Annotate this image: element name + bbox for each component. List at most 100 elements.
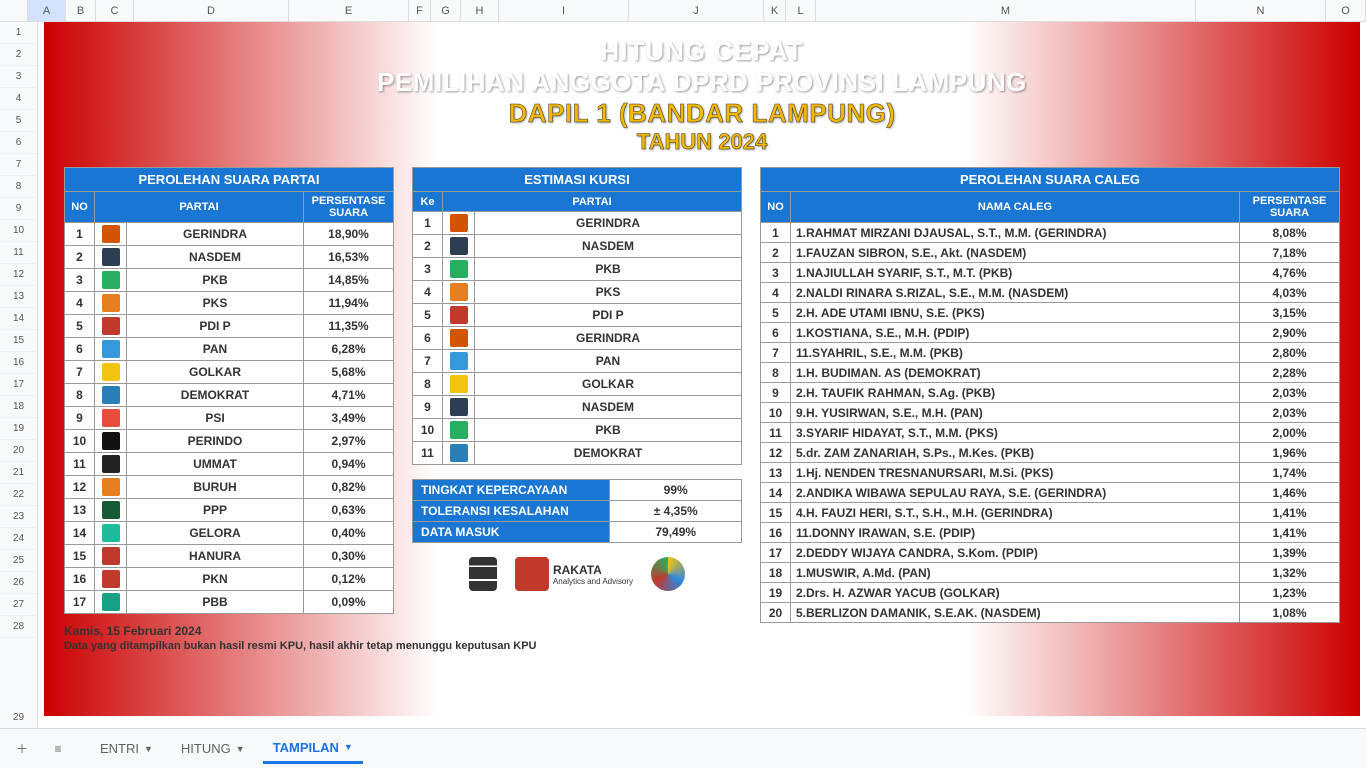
cell-name: 2.NALDI RINARA S.RIZAL, S.E., M.M. (NASD… xyxy=(791,283,1240,303)
column-header[interactable]: E xyxy=(289,0,409,21)
row-label[interactable]: 13 xyxy=(0,286,37,308)
canvas[interactable]: HITUNG CEPAT PEMILIHAN ANGGOTA DPRD PROV… xyxy=(44,22,1360,716)
cell-name: 4.H. FAUZI HERI, S.T., S.H., M.H. (GERIN… xyxy=(791,503,1240,523)
party-logo-icon xyxy=(450,306,468,324)
title-line4: TAHUN 2024 xyxy=(64,129,1340,155)
row-label[interactable]: 11 xyxy=(0,242,37,264)
row-label[interactable]: 12 xyxy=(0,264,37,286)
row-label[interactable]: 4 xyxy=(0,88,37,110)
row-label[interactable]: 7 xyxy=(0,154,37,176)
cell-pct: 0,12% xyxy=(304,568,394,591)
column-header[interactable]: N xyxy=(1196,0,1326,21)
column-header[interactable]: A xyxy=(28,0,66,21)
cell-name: 11.DONNY IRAWAN, S.E. (PDIP) xyxy=(791,523,1240,543)
column-header[interactable]: L xyxy=(786,0,816,21)
corner-cell[interactable] xyxy=(0,0,28,21)
party-logo-icon xyxy=(450,421,468,439)
column-header[interactable]: D xyxy=(134,0,289,21)
row-label[interactable]: 19 xyxy=(0,418,37,440)
column-header[interactable]: H xyxy=(461,0,499,21)
cell-no: 15 xyxy=(65,545,95,568)
cell-pct: 0,09% xyxy=(304,591,394,614)
cell-no: 14 xyxy=(761,483,791,503)
column-header[interactable]: J xyxy=(629,0,764,21)
row-label[interactable]: 10 xyxy=(0,220,37,242)
row-label[interactable]: 23 xyxy=(0,506,37,528)
stat-v2: ± 4,35% xyxy=(610,501,742,522)
cell-pct: 6,28% xyxy=(304,338,394,361)
row-label[interactable]: 18 xyxy=(0,396,37,418)
chevron-down-icon: ▼ xyxy=(144,744,153,754)
row-label[interactable]: 5 xyxy=(0,110,37,132)
cell-name: 2.H. TAUFIK RAHMAN, S.Ag. (PKB) xyxy=(791,383,1240,403)
sheet-tab[interactable]: ENTRI ▼ xyxy=(90,734,163,764)
table-row: 11DEMOKRAT xyxy=(413,442,742,465)
row-label[interactable]: 15 xyxy=(0,330,37,352)
row-label[interactable]: 29 xyxy=(0,638,37,728)
row-label[interactable]: 25 xyxy=(0,550,37,572)
row-label[interactable]: 14 xyxy=(0,308,37,330)
cell-pct: 0,40% xyxy=(304,522,394,545)
column-header[interactable]: F xyxy=(409,0,431,21)
cell-no: 11 xyxy=(65,453,95,476)
stat-v3: 79,49% xyxy=(610,522,742,543)
table-row: 181.MUSWIR, A.Md. (PAN)1,32% xyxy=(761,563,1340,583)
cell-name: PSI xyxy=(127,407,304,430)
column-header[interactable]: O xyxy=(1326,0,1366,21)
sheet-tab[interactable]: HITUNG ▼ xyxy=(171,734,255,764)
table-row: 11.RAHMAT MIRZANI DJAUSAL, S.T., M.M. (G… xyxy=(761,223,1340,243)
cell-no: 4 xyxy=(65,292,95,315)
row-label[interactable]: 6 xyxy=(0,132,37,154)
column-header[interactable]: G xyxy=(431,0,461,21)
cell-name: 1.RAHMAT MIRZANI DJAUSAL, S.T., M.M. (GE… xyxy=(791,223,1240,243)
row-label[interactable]: 27 xyxy=(0,594,37,616)
cell-pct: 1,32% xyxy=(1240,563,1340,583)
row-label[interactable]: 26 xyxy=(0,572,37,594)
title-line3: DAPIL 1 (BANDAR LAMPUNG) xyxy=(64,98,1340,129)
table-row: 7GOLKAR5,68% xyxy=(65,361,394,384)
table-row: 5PDI P11,35% xyxy=(65,315,394,338)
cell-name: PKS xyxy=(475,281,742,304)
add-sheet-button[interactable]: ＋ xyxy=(8,735,36,763)
cell-logo xyxy=(95,430,127,453)
row-label[interactable]: 17 xyxy=(0,374,37,396)
column-header[interactable]: K xyxy=(764,0,786,21)
row-label[interactable]: 1 xyxy=(0,22,37,44)
cell-pct: 1,96% xyxy=(1240,443,1340,463)
cell-pct: 2,00% xyxy=(1240,423,1340,443)
row-label[interactable]: 28 xyxy=(0,616,37,638)
cell-no: 8 xyxy=(413,373,443,396)
column-header[interactable]: B xyxy=(66,0,96,21)
cell-pct: 2,03% xyxy=(1240,403,1340,423)
cell-no: 7 xyxy=(413,350,443,373)
hdr-partai2: PARTAI xyxy=(443,192,742,212)
party-logo-icon xyxy=(102,432,120,450)
party-logo-icon xyxy=(102,271,120,289)
all-sheets-button[interactable]: ≡ xyxy=(44,735,72,763)
cell-pct: 0,94% xyxy=(304,453,394,476)
row-label[interactable]: 21 xyxy=(0,462,37,484)
stat-k3: DATA MASUK xyxy=(413,522,610,543)
row-label[interactable]: 22 xyxy=(0,484,37,506)
row-label[interactable]: 3 xyxy=(0,66,37,88)
row-label[interactable]: 9 xyxy=(0,198,37,220)
cell-name: 5.BERLIZON DAMANIK, S.E.AK. (NASDEM) xyxy=(791,603,1240,623)
cell-no: 7 xyxy=(761,343,791,363)
column-header[interactable]: C xyxy=(96,0,134,21)
row-label[interactable]: 24 xyxy=(0,528,37,550)
cell-no: 4 xyxy=(761,283,791,303)
row-label[interactable]: 2 xyxy=(0,44,37,66)
cell-name: PKB xyxy=(475,419,742,442)
column-header[interactable]: I xyxy=(499,0,629,21)
party-logo-icon xyxy=(102,294,120,312)
sheet-tab[interactable]: TAMPILAN ▼ xyxy=(263,734,363,764)
column-header[interactable]: M xyxy=(816,0,1196,21)
cell-pct: 0,30% xyxy=(304,545,394,568)
cell-pct: 16,53% xyxy=(304,246,394,269)
row-label[interactable]: 16 xyxy=(0,352,37,374)
row-label[interactable]: 20 xyxy=(0,440,37,462)
row-label[interactable]: 8 xyxy=(0,176,37,198)
cell-name: 2.DEDDY WIJAYA CANDRA, S.Kom. (PDIP) xyxy=(791,543,1240,563)
party-logo-icon xyxy=(102,593,120,611)
party-logo-icon xyxy=(102,478,120,496)
